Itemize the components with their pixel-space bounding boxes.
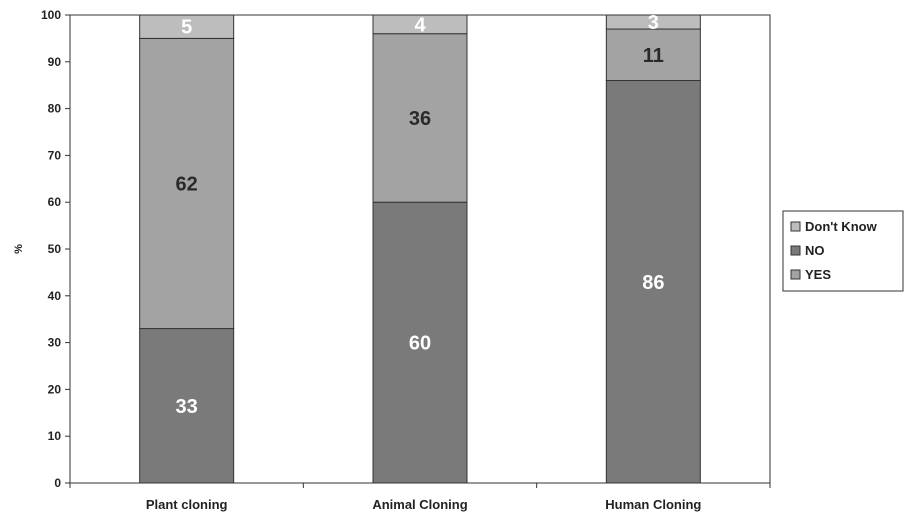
x-axis: Plant cloning Animal Cloning Human Cloning (69, 483, 771, 512)
bar-segment (139, 37, 235, 330)
y-tick-label: 70 (48, 148, 62, 162)
data-label: 36 (409, 108, 431, 130)
data-label: 33 (176, 396, 198, 418)
x-category-label: Human Cloning (605, 497, 701, 512)
bars: 33 62 5 60 36 4 86 11 3 (139, 12, 701, 484)
y-tick-label: 90 (48, 55, 62, 69)
y-tick-label: 50 (48, 242, 62, 256)
bar-segment (605, 80, 701, 484)
bar-segment (605, 14, 701, 30)
y-tick-label: 100 (41, 8, 61, 22)
legend-label: NO (805, 243, 825, 258)
legend: Don't Know NO YES (782, 210, 904, 292)
y-tick-label: 20 (48, 382, 62, 396)
data-label: 5 (181, 17, 192, 39)
legend-box (782, 210, 904, 292)
y-tick-label: 60 (48, 195, 62, 209)
data-label: 11 (643, 45, 664, 67)
data-label: 4 (414, 14, 426, 36)
legend-swatch (790, 221, 801, 232)
y-tick-label: 40 (48, 289, 62, 303)
bar-segment (139, 14, 235, 39)
y-axis: 0 10 20 30 40 50 60 70 80 90 100 (41, 8, 70, 490)
y-tick-label: 10 (48, 429, 62, 443)
data-label: 3 (648, 12, 659, 34)
legend-label: YES (805, 267, 831, 282)
x-category-label: Animal Cloning (372, 497, 467, 512)
y-tick-label: 30 (48, 336, 62, 350)
data-label: 86 (642, 272, 664, 294)
bar-segment (372, 33, 468, 203)
legend-label: Don't Know (805, 219, 878, 234)
y-axis-label: % (13, 244, 25, 254)
data-label: 60 (409, 333, 431, 355)
legend-swatch (790, 269, 801, 280)
y-tick-label: 80 (48, 102, 62, 116)
legend-swatch (790, 245, 801, 256)
bar-segment (372, 14, 468, 35)
x-category-label: Plant cloning (146, 497, 228, 512)
bar-segment (372, 201, 468, 484)
data-label: 62 (176, 173, 198, 195)
y-tick-label: 0 (54, 476, 61, 490)
bar-segment (139, 328, 235, 484)
